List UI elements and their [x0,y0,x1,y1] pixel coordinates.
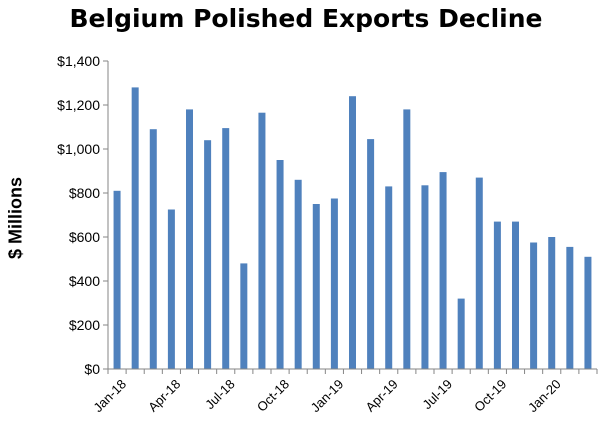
y-tick-label: $200 [69,317,100,333]
bar-jun-18 [204,140,212,369]
x-tick-label: Jan-19 [308,376,347,415]
bar-jan-19 [330,198,338,369]
x-tick-label: Jul-19 [419,376,455,412]
bar-nov-19 [512,221,519,369]
bar-sep-18 [258,112,266,369]
bar-apr-19 [385,186,393,369]
bar-mar-20 [584,256,592,369]
y-tick-label: $600 [69,229,100,245]
y-tick-label: $1,200 [57,97,100,113]
y-axis: $0 $200 $400 $600 $800 $1,000 $1,200 $1,400 [57,53,109,377]
bar-mar-18 [149,129,157,369]
bar-aug-19 [457,298,465,369]
bar-oct-19 [493,221,501,369]
bar-jun-19 [421,185,429,369]
bar-jul-19 [439,172,447,369]
bar-feb-20 [566,246,574,369]
bar-apr-18 [167,209,175,369]
x-tick-label: Apr-18 [145,376,183,414]
x-tick-label: Jul-18 [202,376,238,412]
y-tick-label: $1,000 [57,141,100,157]
bar-oct-18 [276,160,284,369]
x-tick-label: Oct-18 [254,376,292,414]
bar-jan-20 [548,237,556,369]
bar-jan-18 [113,190,121,369]
bar-may-18 [186,109,193,370]
bars [113,87,592,370]
y-tick-label: $0 [84,361,100,377]
bar-jul-18 [222,128,230,369]
bar-mar-19 [367,139,375,369]
chart-title: Belgium Polished Exports Decline [69,4,543,33]
bar-sep-19 [475,177,483,369]
bar-nov-18 [294,179,302,369]
bar-dec-18 [312,204,320,369]
y-tick-label: $400 [69,273,100,289]
bar-aug-18 [240,263,248,369]
x-axis: Jan-18 Apr-18 Jul-18 Oct-18 Jan-19 Apr-19 Jul-… [90,368,598,415]
x-tick-label: Jan-20 [525,376,564,415]
y-tick-label: $800 [69,185,100,201]
bar-feb-18 [131,87,139,370]
x-tick-label: Jan-18 [90,376,129,415]
bar-feb-19 [349,96,356,369]
x-tick-label: Oct-19 [471,376,509,414]
y-tick-label: $1,400 [57,53,100,69]
bar-may-19 [403,109,411,370]
x-tick-label: Apr-19 [363,376,401,414]
bar-dec-19 [530,242,538,369]
